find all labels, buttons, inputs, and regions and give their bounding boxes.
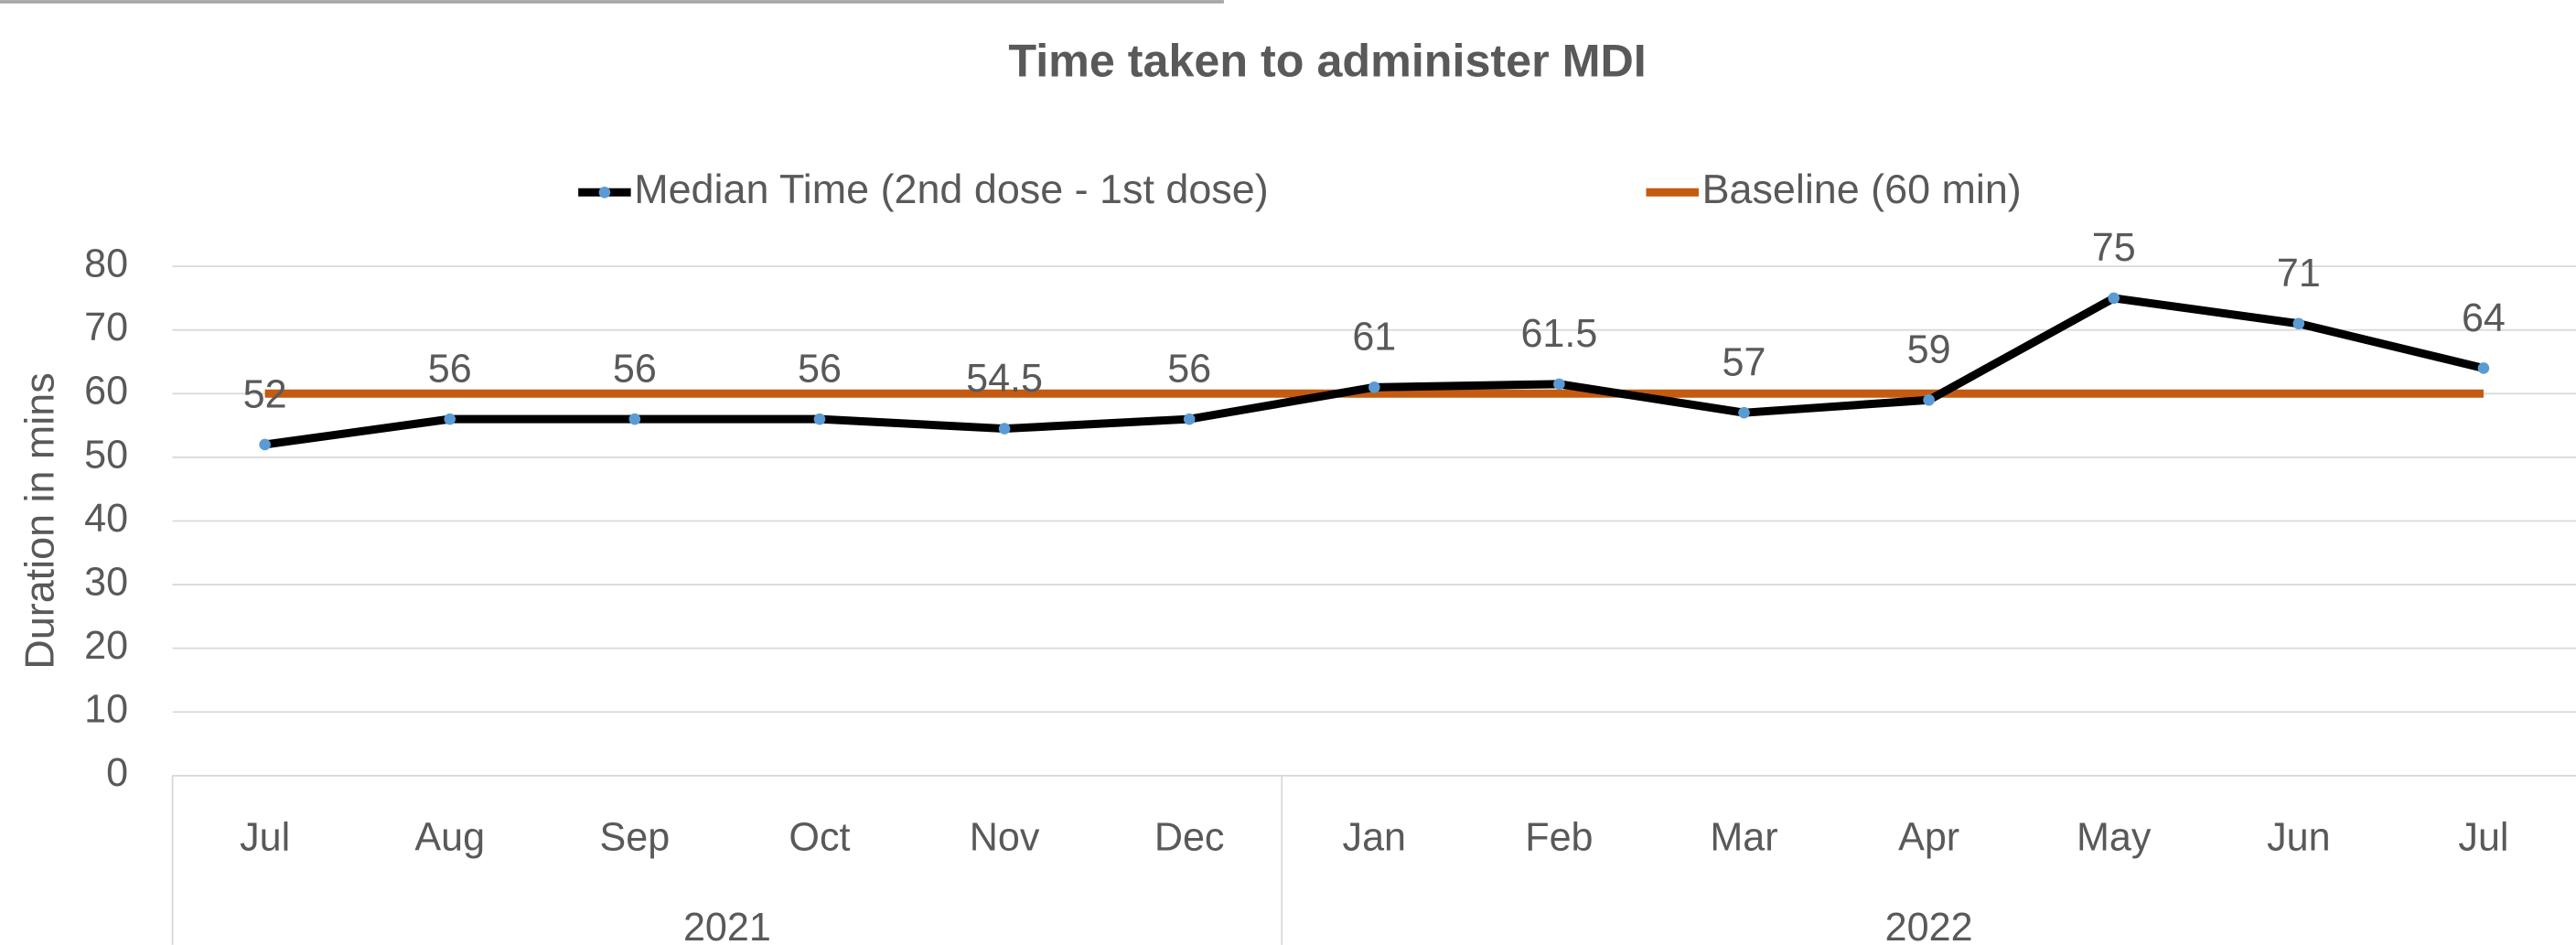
data-point — [444, 413, 456, 425]
data-label: 56 — [613, 347, 657, 391]
data-point — [628, 413, 641, 425]
x-tick-label: Jul — [2458, 815, 2508, 859]
data-label: 54.5 — [966, 357, 1043, 401]
y-tick-label: 30 — [84, 560, 128, 604]
data-point — [2477, 362, 2490, 374]
data-label: 57 — [1723, 340, 1766, 384]
x-tick-label: Nov — [970, 815, 1040, 859]
y-axis-label: Duration in mins — [16, 372, 63, 669]
x-tick-label: Dec — [1154, 815, 1225, 859]
data-label: 56 — [798, 347, 842, 391]
data-point — [1368, 381, 1380, 393]
data-label: 75 — [2092, 226, 2136, 270]
data-label: 61 — [1352, 316, 1396, 360]
y-tick-label: 50 — [84, 433, 128, 477]
y-tick-label: 60 — [84, 370, 128, 413]
x-tick-label: Apr — [1898, 815, 1959, 859]
x-tick-label: Jul — [240, 815, 290, 859]
data-label: 71 — [2277, 252, 2321, 295]
x-group-label: 2022 — [1885, 906, 1973, 945]
data-point — [1183, 413, 1196, 425]
legend-marker — [598, 187, 611, 199]
chart-title: Time taken to administer MDI — [1008, 34, 1646, 86]
data-point — [998, 423, 1011, 435]
data-label: 52 — [243, 372, 287, 416]
data-label: 64 — [2462, 296, 2506, 340]
x-tick-label: Aug — [414, 815, 485, 859]
data-label: 56 — [1167, 347, 1211, 391]
data-label: 61.5 — [1520, 312, 1597, 356]
x-tick-label: Jun — [2267, 815, 2330, 859]
y-tick-label: 80 — [84, 242, 128, 286]
x-tick-label: Jan — [1343, 815, 1406, 859]
y-tick-label: 10 — [84, 688, 128, 732]
data-point — [1553, 378, 1565, 391]
x-tick-label: Feb — [1525, 815, 1593, 859]
x-tick-label: Mar — [1710, 815, 1777, 859]
y-tick-label: 70 — [84, 306, 128, 349]
x-tick-label: Oct — [789, 815, 850, 859]
x-tick-label: Sep — [600, 815, 671, 859]
data-point — [259, 438, 271, 451]
y-tick-label: 40 — [84, 497, 128, 541]
data-point — [813, 413, 826, 425]
data-point — [2292, 317, 2305, 330]
x-tick-label: May — [2077, 815, 2152, 859]
x-group-label: 2021 — [683, 906, 771, 945]
y-tick-label: 0 — [106, 751, 128, 795]
data-point — [1738, 406, 1750, 419]
data-label: 59 — [1907, 328, 1951, 372]
data-point — [2108, 292, 2120, 305]
data-label: 56 — [428, 347, 472, 391]
y-tick-label: 20 — [84, 624, 128, 668]
legend-label: Baseline (60 min) — [1702, 166, 2022, 212]
data-point — [1923, 393, 1935, 406]
legend-label: Median Time (2nd dose - 1st dose) — [634, 166, 1268, 212]
